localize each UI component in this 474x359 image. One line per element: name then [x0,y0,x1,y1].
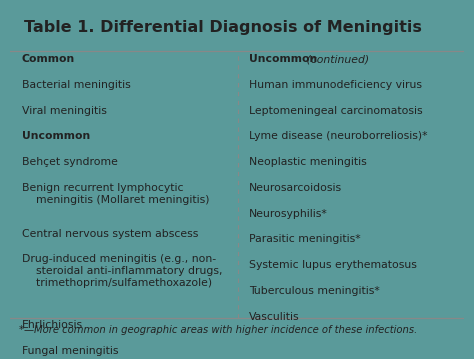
Text: Bacterial meningitis: Bacterial meningitis [22,80,130,90]
Text: Neurosyphilis*: Neurosyphilis* [249,209,328,219]
Text: Vasculitis: Vasculitis [249,312,300,322]
Text: Central nervous system abscess: Central nervous system abscess [22,229,198,239]
Text: Uncommon: Uncommon [249,54,318,64]
Text: Systemic lupus erythematosus: Systemic lupus erythematosus [249,260,417,270]
Text: Tuberculous meningitis*: Tuberculous meningitis* [249,286,380,296]
Text: Parasitic meningitis*: Parasitic meningitis* [249,234,361,244]
Text: Common: Common [22,54,75,64]
Text: Uncommon: Uncommon [22,131,90,141]
Text: Neurosarcoidosis: Neurosarcoidosis [249,183,342,193]
Text: Human immunodeficiency virus: Human immunodeficiency virus [249,80,422,90]
Text: *—More common in geographic areas with higher incidence of these infections.: *—More common in geographic areas with h… [19,325,418,335]
Text: Table 1. Differential Diagnosis of Meningitis: Table 1. Differential Diagnosis of Menin… [24,20,422,35]
Text: (continued): (continued) [303,54,369,64]
Text: Neoplastic meningitis: Neoplastic meningitis [249,157,367,167]
Text: Lyme disease (neuroborreliosis)*: Lyme disease (neuroborreliosis)* [249,131,428,141]
Text: Benign recurrent lymphocytic
    meningitis (Mollaret meningitis): Benign recurrent lymphocytic meningitis … [22,183,209,205]
Text: Drug-induced meningitis (e.g., non-
    steroidal anti-inflammatory drugs,
    t: Drug-induced meningitis (e.g., non- ster… [22,254,222,288]
Text: Fungal meningitis: Fungal meningitis [22,346,118,356]
Text: Leptomeningeal carcinomatosis: Leptomeningeal carcinomatosis [249,106,423,116]
Text: Viral meningitis: Viral meningitis [22,106,107,116]
Text: Ehrlichiosis: Ehrlichiosis [22,320,83,330]
Text: Behçet syndrome: Behçet syndrome [22,157,118,167]
